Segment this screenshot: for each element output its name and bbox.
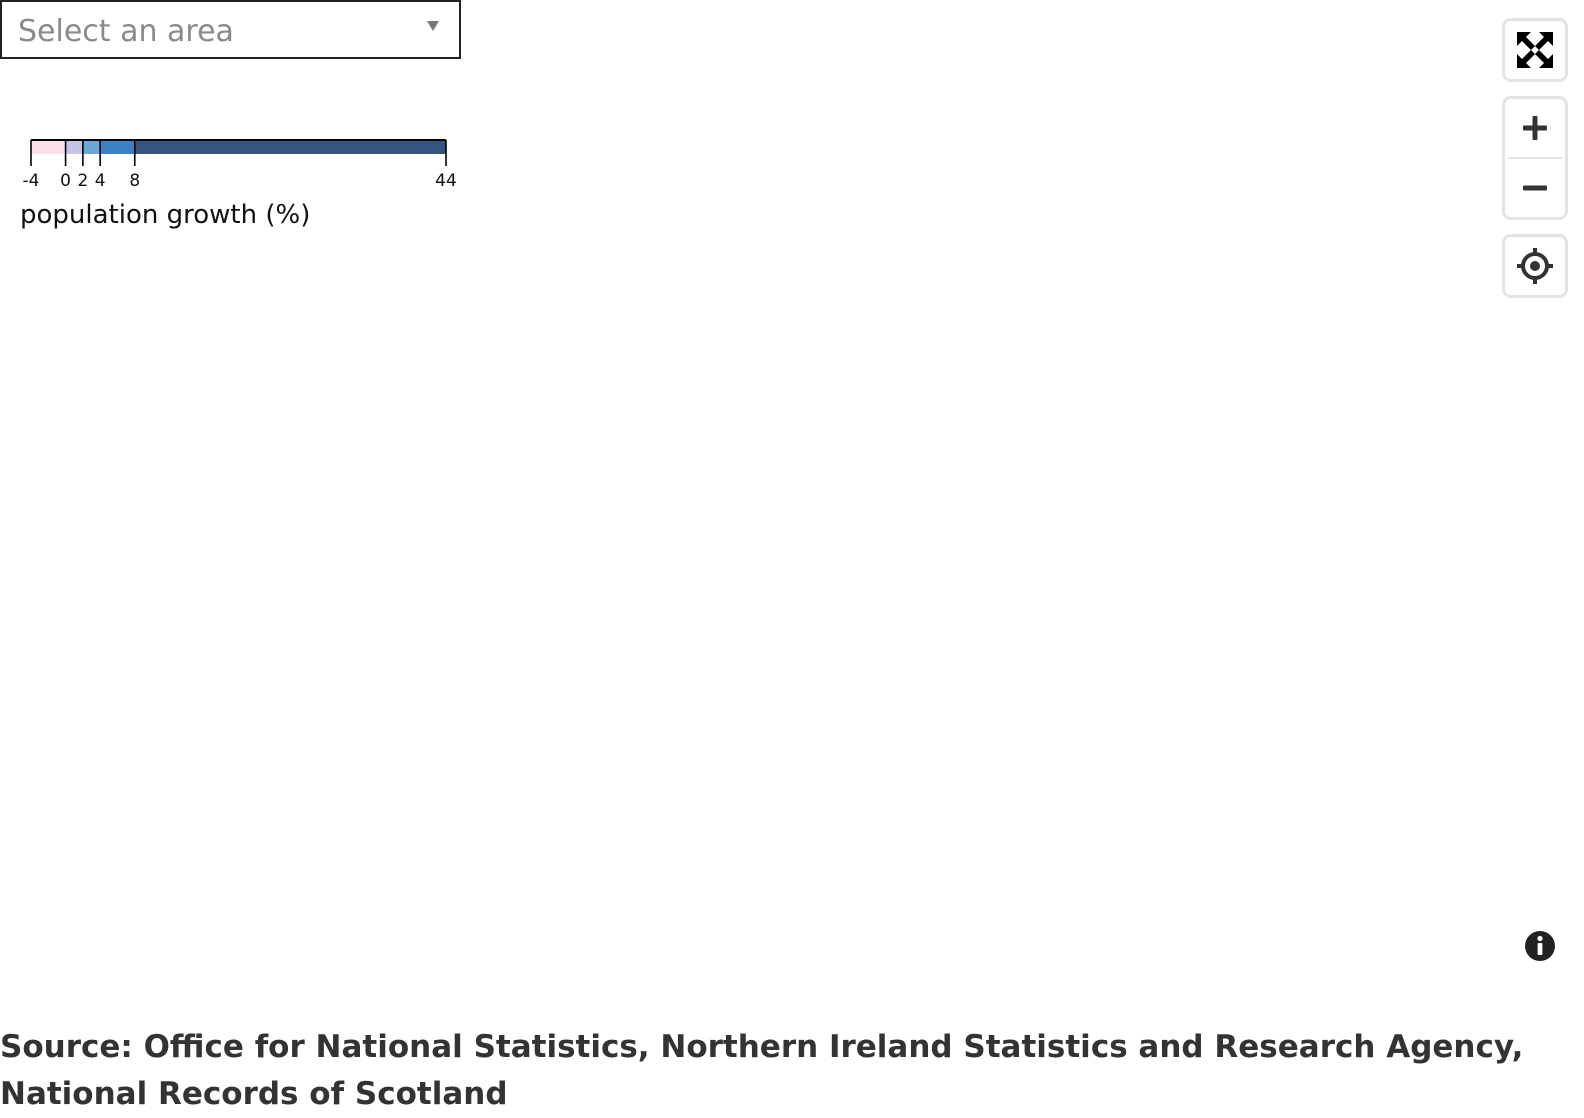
- triangle-down-icon: [427, 21, 439, 31]
- legend-swatch: [82, 140, 101, 154]
- legend-tick-label: 0: [60, 171, 71, 191]
- geolocate-control: [1502, 234, 1568, 298]
- legend-tick-label: -4: [23, 171, 40, 191]
- crosshair-icon: [1517, 248, 1553, 284]
- legend-swatch: [31, 140, 66, 154]
- plus-icon: [1523, 116, 1547, 140]
- legend-tick-label: 8: [129, 171, 140, 191]
- zoom-divider: [1508, 157, 1562, 159]
- legend-title: population growth (%): [20, 200, 311, 230]
- legend-tick-label: 2: [77, 171, 88, 191]
- map-legend: -4 0 2 4 8 44 population growth (%): [14, 128, 474, 248]
- zoom-in-button[interactable]: [1505, 99, 1565, 157]
- fullscreen-control: [1502, 18, 1568, 82]
- zoom-out-button[interactable]: [1505, 159, 1565, 217]
- legend-swatch: [134, 140, 446, 154]
- area-select-placeholder: Select an area: [18, 14, 234, 49]
- fullscreen-button[interactable]: [1505, 21, 1565, 79]
- zoom-control: [1502, 96, 1568, 220]
- legend-tick-label: 4: [95, 171, 106, 191]
- geolocate-button[interactable]: [1505, 237, 1565, 295]
- fullscreen-icon: [1517, 32, 1553, 68]
- legend-tick-label: 44: [435, 171, 457, 191]
- legend-swatch: [65, 140, 83, 154]
- legend-swatch: [100, 140, 135, 154]
- minus-icon: [1523, 185, 1547, 191]
- area-select-dropdown[interactable]: Select an area: [0, 0, 461, 59]
- legend-color-scale: -4 0 2 4 8 44: [23, 139, 457, 191]
- source-caption: Source: Office for National Statistics, …: [0, 1029, 1524, 1112]
- info-icon[interactable]: [1524, 930, 1556, 962]
